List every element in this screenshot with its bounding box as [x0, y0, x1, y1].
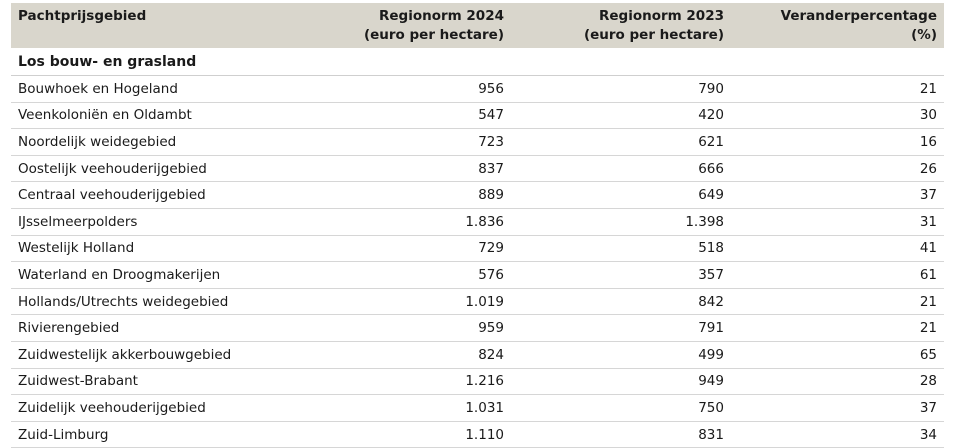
table-row: Zuidwestelijk akkerbouwgebied 824 499 65	[11, 341, 944, 369]
header-norm-2023-line2: (euro per hectare)	[583, 27, 724, 43]
table-row: Zuidelijk veehouderijgebied 1.031 750 37	[11, 394, 944, 422]
cell-region: Oostelijk veehouderijgebied	[11, 155, 301, 183]
cell-norm-2023: 666	[511, 155, 731, 183]
cell-change-percentage: 21	[731, 75, 944, 103]
cell-norm-2024: 959	[301, 314, 511, 342]
cell-region: Centraal veehouderijgebied	[11, 181, 301, 209]
cell-norm-2024: 576	[301, 261, 511, 289]
cell-norm-2023: 621	[511, 128, 731, 156]
cell-change-percentage: 28	[731, 368, 944, 396]
cell-norm-2023: 499	[511, 341, 731, 369]
table-row: Noordelijk weidegebied 723 621 16	[11, 128, 944, 156]
rent-norm-table-container: Pachtprijsgebied Regionorm 2024 (euro pe…	[11, 3, 944, 448]
cell-norm-2023: 420	[511, 102, 731, 130]
cell-region: IJsselmeerpolders	[11, 208, 301, 236]
cell-change-percentage: 16	[731, 128, 944, 156]
cell-change-percentage: 30	[731, 102, 944, 130]
cell-change-percentage: 21	[731, 314, 944, 342]
cell-norm-2024: 837	[301, 155, 511, 183]
header-norm-2024-line1: Regionorm 2024	[378, 8, 504, 24]
cell-region: Westelijk Holland	[11, 235, 301, 263]
cell-norm-2023: 842	[511, 288, 731, 316]
cell-change-percentage: 37	[731, 394, 944, 422]
header-region-line1: Pachtprijsgebied	[18, 8, 147, 24]
cell-change-percentage: 41	[731, 235, 944, 263]
table-row: Centraal veehouderijgebied 889 649 37	[11, 181, 944, 209]
cell-change-percentage: 37	[731, 181, 944, 209]
cell-region: Zuidwestelijk akkerbouwgebied	[11, 341, 301, 369]
cell-change-percentage: 31	[731, 208, 944, 236]
header-change-percentage: Veranderpercentage (%)	[731, 3, 944, 48]
cell-region: Bouwhoek en Hogeland	[11, 75, 301, 103]
cell-change-percentage: 21	[731, 288, 944, 316]
cell-region: Veenkoloniën en Oldambt	[11, 102, 301, 130]
table-row: Veenkoloniën en Oldambt 547 420 30	[11, 102, 944, 130]
table-header: Pachtprijsgebied Regionorm 2024 (euro pe…	[11, 3, 944, 48]
cell-norm-2023: 949	[511, 368, 731, 396]
section-title: Los bouw- en grasland	[11, 48, 944, 76]
cell-norm-2024: 889	[301, 181, 511, 209]
header-norm-2024: Regionorm 2024 (euro per hectare)	[301, 3, 511, 48]
cell-change-percentage: 26	[731, 155, 944, 183]
cell-norm-2024: 1.216	[301, 368, 511, 396]
table-row: Zuidwest-Brabant 1.216 949 28	[11, 368, 944, 396]
section-row: Los bouw- en grasland	[11, 48, 944, 76]
table-row: IJsselmeerpolders 1.836 1.398 31	[11, 208, 944, 236]
cell-norm-2023: 791	[511, 314, 731, 342]
cell-norm-2024: 824	[301, 341, 511, 369]
cell-change-percentage: 61	[731, 261, 944, 289]
cell-norm-2023: 357	[511, 261, 731, 289]
header-change-line1: Veranderpercentage	[780, 8, 937, 24]
cell-norm-2024: 1.031	[301, 394, 511, 422]
cell-region: Rivierengebied	[11, 314, 301, 342]
cell-norm-2024: 723	[301, 128, 511, 156]
table-row: Oostelijk veehouderijgebied 837 666 26	[11, 155, 944, 183]
cell-norm-2024: 1.836	[301, 208, 511, 236]
cell-region: Noordelijk weidegebied	[11, 128, 301, 156]
cell-norm-2023: 750	[511, 394, 731, 422]
cell-norm-2023: 518	[511, 235, 731, 263]
cell-norm-2024: 547	[301, 102, 511, 130]
header-norm-2024-line2: (euro per hectare)	[363, 27, 504, 43]
table-row: Westelijk Holland 729 518 41	[11, 235, 944, 263]
cell-norm-2024: 729	[301, 235, 511, 263]
header-norm-2023: Regionorm 2023 (euro per hectare)	[511, 3, 731, 48]
header-norm-2023-line1: Regionorm 2023	[598, 8, 724, 24]
cell-norm-2024: 956	[301, 75, 511, 103]
table-row: Hollands/Utrechts weidegebied 1.019 842 21	[11, 288, 944, 316]
header-row: Pachtprijsgebied Regionorm 2024 (euro pe…	[11, 3, 944, 48]
cell-norm-2023: 1.398	[511, 208, 731, 236]
cell-region: Hollands/Utrechts weidegebied	[11, 288, 301, 316]
cell-region: Zuidelijk veehouderijgebied	[11, 394, 301, 422]
table-row: Bouwhoek en Hogeland 956 790 21	[11, 75, 944, 103]
cell-norm-2024: 1.019	[301, 288, 511, 316]
header-change-line2: (%)	[911, 27, 937, 43]
cell-norm-2023: 649	[511, 181, 731, 209]
table-row: Waterland en Droogmakerijen 576 357 61	[11, 261, 944, 289]
table-row: Rivierengebied 959 791 21	[11, 314, 944, 342]
table-body: Los bouw- en grasland Bouwhoek en Hogela…	[11, 48, 944, 448]
cell-region: Zuidwest-Brabant	[11, 368, 301, 396]
cell-change-percentage: 65	[731, 341, 944, 369]
cell-region: Waterland en Droogmakerijen	[11, 261, 301, 289]
rent-norm-table: Pachtprijsgebied Regionorm 2024 (euro pe…	[11, 3, 944, 448]
header-region: Pachtprijsgebied	[11, 3, 301, 48]
cell-norm-2023: 790	[511, 75, 731, 103]
